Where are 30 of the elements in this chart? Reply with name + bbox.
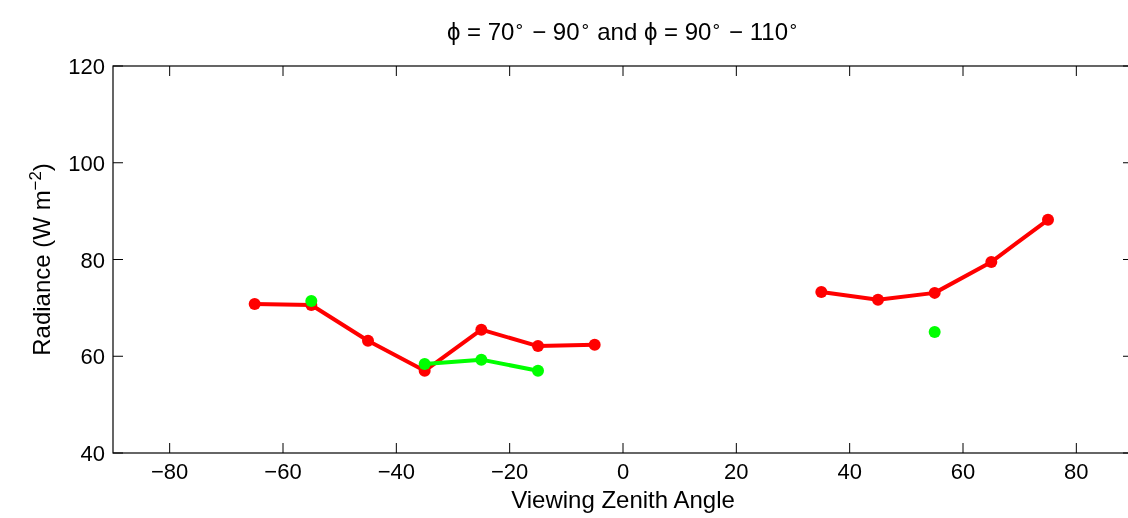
x-tick-label: 60 bbox=[950, 459, 976, 484]
point bbox=[985, 255, 998, 268]
x-tick-label: 80 bbox=[1064, 459, 1089, 484]
x-tick-label: −80 bbox=[151, 459, 189, 484]
point bbox=[475, 323, 488, 336]
point bbox=[928, 286, 941, 299]
point bbox=[362, 334, 374, 347]
point bbox=[532, 340, 544, 353]
x-tick-label: 20 bbox=[724, 459, 749, 484]
x-axis-title: Viewing Zenith Angle bbox=[511, 486, 735, 513]
y-tick-label: 80 bbox=[80, 247, 105, 273]
chart-title: ϕ = 70$^{∘}$ − 90$^{∘}$ and ϕ = 90$^{∘}$ − 110$^{∘}$ bbox=[446, 15, 800, 45]
y-tick-label: 120 bbox=[68, 54, 105, 79]
point bbox=[588, 338, 601, 351]
point bbox=[475, 353, 488, 366]
point bbox=[1042, 213, 1054, 226]
point bbox=[532, 364, 544, 377]
point bbox=[872, 293, 884, 306]
point bbox=[418, 357, 431, 370]
y-tick-label: 100 bbox=[68, 150, 105, 176]
point bbox=[248, 298, 261, 311]
x-tick-label: −20 bbox=[491, 459, 529, 484]
y-tick-label: 40 bbox=[80, 441, 105, 466]
point bbox=[928, 326, 941, 339]
x-tick-label: −60 bbox=[264, 459, 302, 484]
x-tick-label: 40 bbox=[837, 459, 862, 484]
x-tick-label: −40 bbox=[377, 459, 415, 484]
x-tick-label: 0 bbox=[616, 459, 630, 484]
y-tick-label: 60 bbox=[80, 344, 105, 370]
point bbox=[815, 285, 828, 298]
